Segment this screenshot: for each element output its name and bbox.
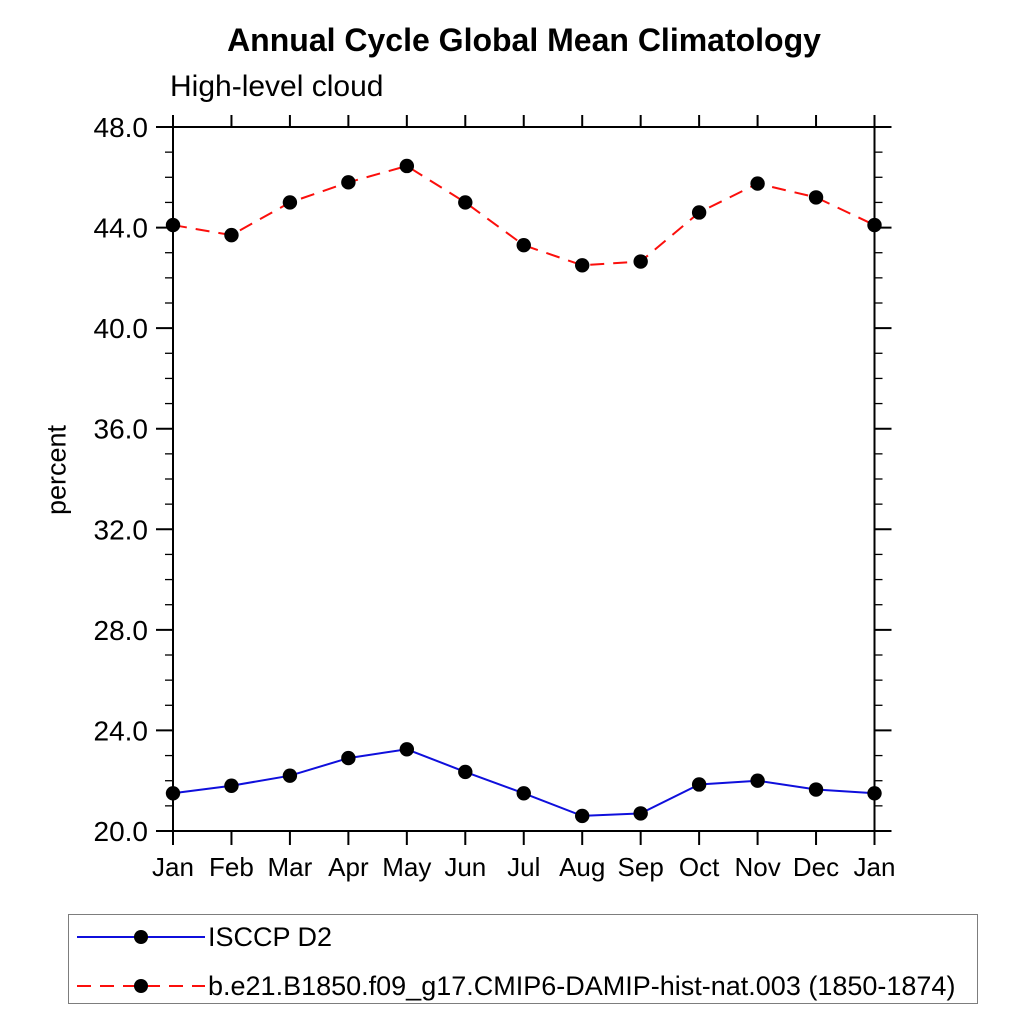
svg-text:Apr: Apr (328, 852, 369, 882)
svg-text:Feb: Feb (209, 852, 254, 882)
legend-item-model: b.e21.B1850.f09_g17.CMIP6-DAMIP-hist-nat… (75, 971, 955, 1001)
svg-text:28.0: 28.0 (94, 615, 149, 646)
svg-text:Jul: Jul (507, 852, 540, 882)
svg-text:44.0: 44.0 (94, 213, 149, 244)
svg-text:32.0: 32.0 (94, 514, 149, 545)
legend-line-sample-dashed (77, 979, 205, 993)
legend-item-isccp: ISCCP D2 (75, 922, 332, 952)
svg-text:40.0: 40.0 (94, 313, 149, 344)
svg-text:Sep: Sep (618, 852, 664, 882)
y-axis-label: percent (41, 424, 72, 516)
legend-line-sample-solid (77, 930, 205, 944)
chart-title: Annual Cycle Global Mean Climatology (227, 22, 821, 58)
legend-box: ISCCP D2 b.e21.B1850.f09_g17.CMIP6-DAMIP… (68, 914, 978, 1004)
svg-text:Jan: Jan (152, 852, 194, 882)
legend-label: b.e21.B1850.f09_g17.CMIP6-DAMIP-hist-nat… (208, 970, 956, 1001)
svg-text:May: May (382, 852, 431, 882)
svg-text:48.0: 48.0 (94, 112, 149, 143)
chart-subtitle: High-level cloud (170, 70, 384, 103)
svg-text:Oct: Oct (679, 852, 720, 882)
svg-text:Aug: Aug (559, 852, 605, 882)
svg-text:24.0: 24.0 (94, 715, 149, 746)
svg-text:Jan: Jan (854, 852, 896, 882)
svg-text:Jun: Jun (444, 852, 486, 882)
svg-text:20.0: 20.0 (94, 816, 149, 847)
svg-text:Nov: Nov (734, 852, 780, 882)
legend-label: ISCCP D2 (208, 921, 333, 952)
svg-text:Mar: Mar (268, 852, 313, 882)
svg-text:Dec: Dec (793, 852, 839, 882)
svg-text:36.0: 36.0 (94, 414, 149, 445)
